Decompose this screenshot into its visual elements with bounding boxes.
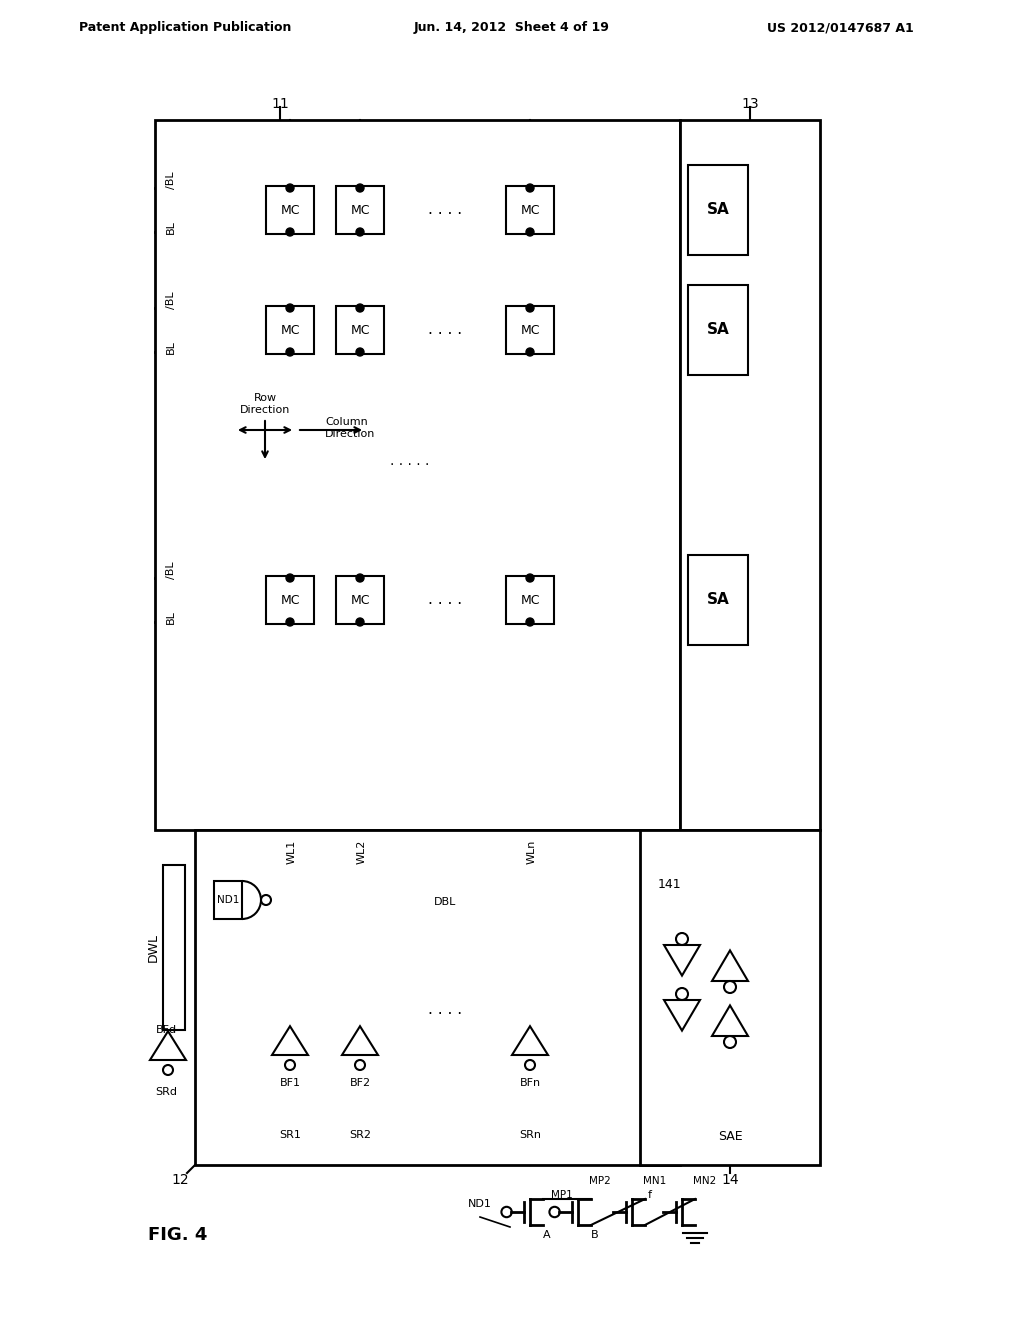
Text: MC: MC xyxy=(520,323,540,337)
Text: Column: Column xyxy=(325,417,368,426)
Bar xyxy=(163,865,185,1030)
Text: WLn: WLn xyxy=(527,840,537,865)
Text: ND1: ND1 xyxy=(217,895,240,906)
Circle shape xyxy=(526,183,534,191)
Text: US 2012/0147687 A1: US 2012/0147687 A1 xyxy=(767,21,913,34)
Bar xyxy=(266,576,314,624)
Text: BFn: BFn xyxy=(519,1078,541,1088)
Text: 13: 13 xyxy=(741,96,759,111)
Text: /BL: /BL xyxy=(166,561,176,578)
Bar xyxy=(336,186,384,234)
Text: 141: 141 xyxy=(658,879,682,891)
Text: BFd: BFd xyxy=(156,1026,176,1035)
Bar xyxy=(688,285,748,375)
Text: . . . .: . . . . xyxy=(428,1002,462,1018)
Text: A: A xyxy=(543,1230,551,1239)
Text: DWL: DWL xyxy=(146,933,160,962)
Text: . . . .: . . . . xyxy=(428,202,462,218)
Text: MC: MC xyxy=(350,203,370,216)
Circle shape xyxy=(286,574,294,582)
Text: Row: Row xyxy=(253,393,276,403)
Text: SRd: SRd xyxy=(155,1086,177,1097)
Text: SR2: SR2 xyxy=(349,1130,371,1140)
Text: MC: MC xyxy=(281,203,300,216)
Circle shape xyxy=(526,304,534,312)
Text: MP1: MP1 xyxy=(551,1191,572,1200)
Text: FIG. 4: FIG. 4 xyxy=(148,1226,208,1243)
Text: B: B xyxy=(591,1230,599,1239)
Text: MC: MC xyxy=(350,594,370,606)
Text: MN1: MN1 xyxy=(643,1176,667,1185)
Circle shape xyxy=(526,574,534,582)
Text: MP2: MP2 xyxy=(589,1176,610,1185)
Bar xyxy=(506,306,554,354)
Circle shape xyxy=(356,618,364,626)
Circle shape xyxy=(286,228,294,236)
Bar xyxy=(688,165,748,255)
Text: BL: BL xyxy=(166,220,176,234)
Circle shape xyxy=(356,348,364,356)
Text: . . . .: . . . . xyxy=(428,322,462,338)
Text: MC: MC xyxy=(520,594,540,606)
Text: MC: MC xyxy=(281,594,300,606)
Text: SA: SA xyxy=(707,593,729,607)
Text: Direction: Direction xyxy=(240,405,290,414)
Text: BF2: BF2 xyxy=(349,1078,371,1088)
Text: 12: 12 xyxy=(171,1173,188,1187)
Text: MN2: MN2 xyxy=(693,1176,716,1185)
Bar xyxy=(688,554,748,645)
Bar xyxy=(266,186,314,234)
Bar xyxy=(155,120,680,830)
Bar xyxy=(336,306,384,354)
Circle shape xyxy=(286,348,294,356)
Text: Patent Application Publication: Patent Application Publication xyxy=(79,21,291,34)
Text: /BL: /BL xyxy=(166,292,176,309)
Circle shape xyxy=(356,304,364,312)
Text: SR1: SR1 xyxy=(280,1130,301,1140)
Circle shape xyxy=(526,618,534,626)
Text: BF1: BF1 xyxy=(280,1078,300,1088)
Bar xyxy=(195,830,680,1166)
Text: MC: MC xyxy=(350,323,370,337)
Bar xyxy=(266,306,314,354)
Text: SAE: SAE xyxy=(718,1130,742,1143)
Circle shape xyxy=(356,228,364,236)
Text: BL: BL xyxy=(166,341,176,354)
Circle shape xyxy=(286,304,294,312)
Text: SA: SA xyxy=(707,322,729,338)
Text: WL1: WL1 xyxy=(287,840,297,865)
Text: . . . .: . . . . xyxy=(428,593,462,607)
Bar xyxy=(336,576,384,624)
Circle shape xyxy=(286,618,294,626)
Text: · · · · ·: · · · · · xyxy=(390,458,430,473)
Bar xyxy=(640,830,820,1166)
Bar xyxy=(506,186,554,234)
Bar xyxy=(680,120,820,830)
Text: WL2: WL2 xyxy=(357,840,367,865)
Text: Jun. 14, 2012  Sheet 4 of 19: Jun. 14, 2012 Sheet 4 of 19 xyxy=(414,21,610,34)
Circle shape xyxy=(526,348,534,356)
Text: MC: MC xyxy=(281,323,300,337)
Text: SA: SA xyxy=(707,202,729,218)
Circle shape xyxy=(356,183,364,191)
Text: Direction: Direction xyxy=(325,429,376,440)
Text: ND1: ND1 xyxy=(468,1199,492,1209)
Text: f: f xyxy=(648,1191,652,1200)
Text: MC: MC xyxy=(520,203,540,216)
Text: /BL: /BL xyxy=(166,172,176,189)
Circle shape xyxy=(286,183,294,191)
Bar xyxy=(506,576,554,624)
Circle shape xyxy=(526,228,534,236)
Bar xyxy=(214,880,242,919)
Text: BL: BL xyxy=(166,610,176,624)
Circle shape xyxy=(356,574,364,582)
Text: 11: 11 xyxy=(271,96,289,111)
Text: 14: 14 xyxy=(721,1173,738,1187)
Text: SRn: SRn xyxy=(519,1130,541,1140)
Text: DBL: DBL xyxy=(434,898,456,907)
